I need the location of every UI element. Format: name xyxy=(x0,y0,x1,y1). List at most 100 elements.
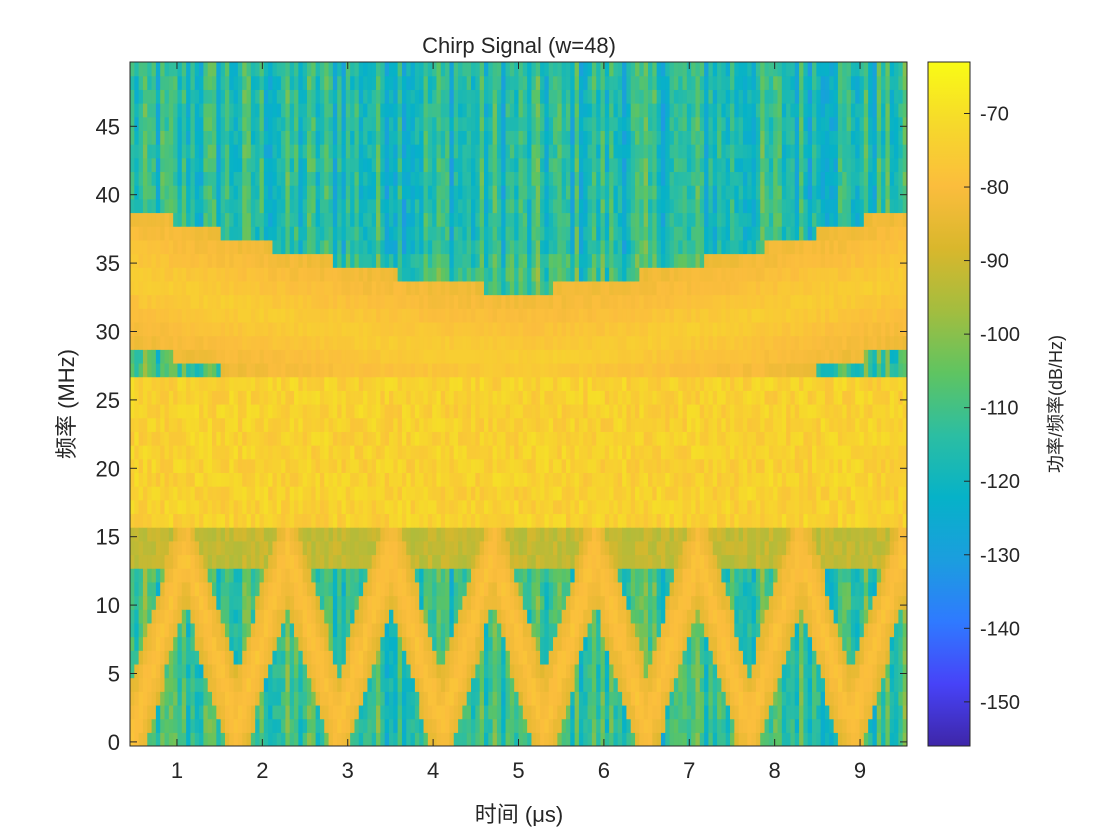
heatmap-cell xyxy=(475,376,481,391)
heatmap-cell xyxy=(423,376,429,391)
heatmap-cell xyxy=(207,308,213,323)
heatmap-cell xyxy=(246,103,252,118)
heatmap-cell xyxy=(259,239,265,255)
heatmap-cell xyxy=(237,212,243,227)
heatmap-cell xyxy=(268,226,274,241)
heatmap-cell xyxy=(237,609,243,624)
heatmap-cell xyxy=(302,527,308,542)
heatmap-cell xyxy=(272,321,278,337)
heatmap-cell xyxy=(540,280,545,296)
heatmap-cell xyxy=(259,622,265,638)
heatmap-cell xyxy=(237,75,243,90)
heatmap-cell xyxy=(445,499,451,515)
heatmap-cell xyxy=(294,253,299,268)
heatmap-cell xyxy=(479,280,485,296)
heatmap-cell xyxy=(423,239,429,255)
heatmap-cell xyxy=(410,198,416,214)
heatmap-cell xyxy=(488,513,494,528)
heatmap-cell xyxy=(518,568,524,583)
heatmap-cell xyxy=(142,157,148,173)
heatmap-cell xyxy=(216,171,222,186)
heatmap-cell xyxy=(259,103,265,118)
heatmap-cell xyxy=(483,417,489,432)
heatmap-cell xyxy=(371,445,377,460)
heatmap-cell xyxy=(181,267,187,282)
heatmap-cell xyxy=(354,321,360,337)
heatmap-cell xyxy=(475,62,481,77)
heatmap-cell xyxy=(423,321,429,337)
heatmap-cell xyxy=(324,527,330,542)
heatmap-cell xyxy=(341,103,347,118)
heatmap-cell xyxy=(389,280,394,296)
heatmap-cell xyxy=(203,568,209,583)
heatmap-cell xyxy=(311,362,317,378)
heatmap-cell xyxy=(224,376,230,391)
heatmap-cell xyxy=(496,417,502,432)
heatmap-cell xyxy=(376,718,381,733)
heatmap-cell xyxy=(151,75,157,90)
heatmap-cell xyxy=(164,226,170,241)
heatmap-cell xyxy=(306,349,312,364)
heatmap-cell xyxy=(160,321,166,337)
heatmap-cell xyxy=(332,239,338,255)
heatmap-cell xyxy=(173,185,179,200)
heatmap-cell xyxy=(138,527,144,542)
heatmap-cell xyxy=(509,185,515,200)
heatmap-cell xyxy=(531,185,537,200)
heatmap-cell xyxy=(358,417,364,432)
heatmap-cell xyxy=(212,568,217,583)
heatmap-cell xyxy=(272,458,278,473)
heatmap-cell xyxy=(462,198,468,214)
heatmap-cell xyxy=(130,321,135,337)
heatmap-cell xyxy=(527,212,533,227)
heatmap-cell xyxy=(393,704,399,720)
heatmap-cell xyxy=(518,390,524,405)
heatmap-cell xyxy=(311,321,317,337)
heatmap-cell xyxy=(319,280,325,296)
heatmap-cell xyxy=(199,540,204,556)
heatmap-cell xyxy=(350,239,356,255)
heatmap-cell xyxy=(496,609,502,624)
heatmap-cell xyxy=(358,89,364,104)
heatmap-cell xyxy=(475,130,481,145)
heatmap-cell xyxy=(281,445,286,460)
heatmap-cell xyxy=(306,75,312,90)
heatmap-cell xyxy=(423,513,429,528)
heatmap-cell xyxy=(492,144,498,159)
heatmap-cell xyxy=(527,226,533,241)
heatmap-cell xyxy=(259,554,265,569)
heatmap-cell xyxy=(298,404,304,419)
heatmap-cell xyxy=(207,540,213,556)
heatmap-cell xyxy=(147,554,153,569)
heatmap-cell xyxy=(181,458,187,473)
heatmap-cell xyxy=(423,445,429,460)
heatmap-cell xyxy=(332,636,338,651)
heatmap-cell xyxy=(514,540,520,556)
heatmap-cell xyxy=(458,540,463,556)
heatmap-cell xyxy=(466,431,472,446)
heatmap-cell xyxy=(389,718,394,733)
heatmap-cell xyxy=(155,280,161,296)
heatmap-cell xyxy=(363,171,369,186)
heatmap-cell xyxy=(160,581,166,597)
heatmap-cell xyxy=(358,718,364,733)
heatmap-cell xyxy=(285,294,291,309)
heatmap-cell xyxy=(553,499,558,515)
heatmap-cell xyxy=(199,267,204,282)
heatmap-cell xyxy=(401,253,407,268)
heatmap-cell xyxy=(155,581,161,597)
heatmap-cell xyxy=(488,609,494,624)
heatmap-cell xyxy=(328,595,334,610)
heatmap-cell xyxy=(488,267,494,282)
heatmap-cell xyxy=(147,144,153,159)
heatmap-cell xyxy=(389,472,394,487)
heatmap-cell xyxy=(440,527,446,542)
heatmap-cell xyxy=(319,267,325,282)
heatmap-cell xyxy=(319,171,325,186)
heatmap-cell xyxy=(324,663,330,679)
heatmap-cell xyxy=(371,404,377,419)
heatmap-cell xyxy=(233,103,239,118)
heatmap-cell xyxy=(389,499,394,515)
heatmap-cell xyxy=(263,718,269,733)
heatmap-cell xyxy=(332,445,338,460)
